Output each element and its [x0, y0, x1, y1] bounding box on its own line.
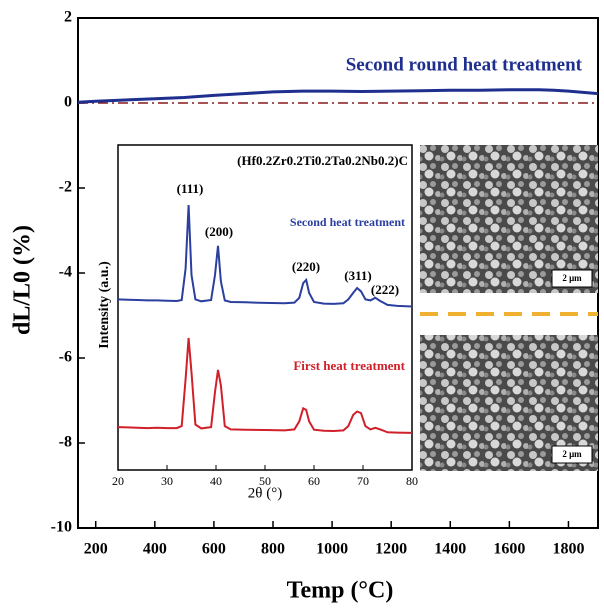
peak-label: (200): [205, 224, 233, 239]
y-tick-label: -8: [59, 434, 72, 451]
x-tick-label: 1000: [316, 541, 348, 558]
x-tick-label: 1600: [493, 541, 525, 558]
x-axis-label: 2θ (°): [248, 485, 282, 501]
y-tick-label: -6: [59, 349, 72, 366]
peak-label: (220): [292, 259, 320, 274]
x-tick-label: 1400: [434, 541, 466, 558]
x-tick-label: 70: [357, 474, 369, 488]
y-axis-label: dL/L0 (%): [10, 225, 36, 335]
x-tick-label: 60: [308, 474, 320, 488]
sem-image: 2 μm: [420, 335, 598, 471]
series-label: First heat treatment: [293, 358, 405, 373]
x-tick-label: 1200: [375, 541, 407, 558]
x-tick-label: 20: [112, 474, 124, 488]
scale-bar-label: 2 μm: [562, 273, 582, 283]
x-tick-label: 1800: [552, 541, 584, 558]
x-tick-label: 600: [202, 541, 226, 558]
x-tick-label: 400: [143, 541, 167, 558]
y-tick-label: -10: [51, 519, 72, 536]
y-tick-label: -2: [59, 179, 72, 196]
peak-label: (311): [344, 268, 371, 283]
x-tick-label: 40: [210, 474, 222, 488]
scale-bar-label: 2 μm: [562, 449, 582, 459]
x-tick-label: 200: [84, 541, 108, 558]
x-tick-label: 800: [261, 541, 285, 558]
y-tick-label: -4: [59, 264, 72, 281]
annotation: Second round heat treatment: [346, 54, 583, 75]
x-tick-label: 50: [259, 474, 271, 488]
sem-image: 2 μm: [420, 145, 598, 293]
x-tick-label: 80: [406, 474, 418, 488]
y-tick-label: 0: [64, 94, 72, 111]
data-line: [117, 205, 413, 308]
x-axis-label: Temp (°C): [287, 578, 394, 604]
inset-frame: [117, 144, 413, 471]
y-tick-label: 2: [64, 9, 72, 26]
data-line: [77, 88, 599, 104]
series-label: Second heat treatment: [290, 215, 405, 229]
x-tick-label: 30: [161, 474, 173, 488]
peak-label: (111): [177, 181, 204, 196]
inset-title: (Hf0.2Zr0.2Ti0.2Ta0.2Nb0.2)C: [237, 153, 408, 168]
peak-label: (222): [371, 282, 399, 297]
data-line: [117, 337, 413, 434]
y-axis-label: Intensity (a.u.): [97, 261, 112, 349]
